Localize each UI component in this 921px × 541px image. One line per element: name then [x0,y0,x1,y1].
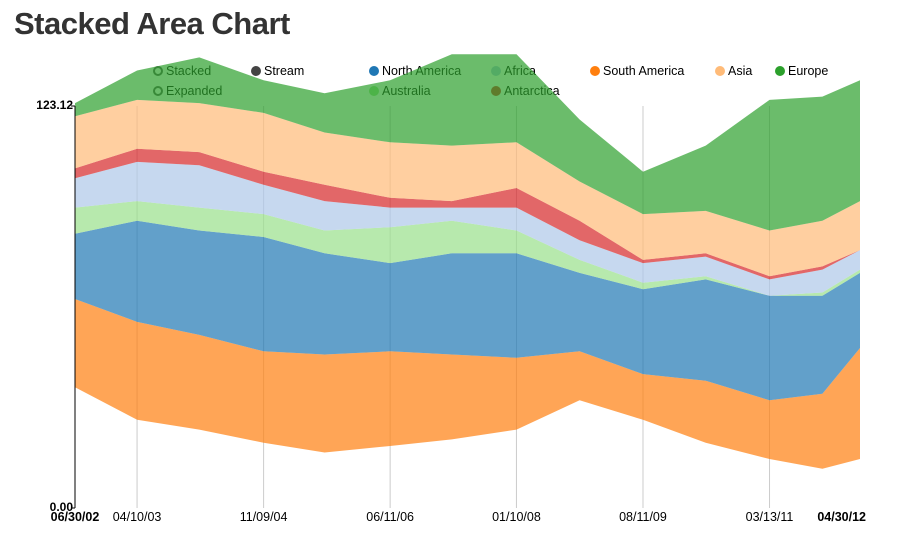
area-antarctica [75,148,860,280]
area-australia [75,201,860,296]
mode-label: Stream [264,64,305,78]
x-axis-label: 08/11/09 [619,510,667,524]
chart-title: Stacked Area Chart [14,6,290,41]
x-axis-label: 03/13/11 [746,510,794,524]
x-axis-label: 04/30/12 [817,510,866,524]
x-axis-label: 11/09/04 [240,510,288,524]
legend-item-south-america[interactable]: South America [590,64,684,78]
legend-item-europe[interactable]: Europe [775,64,828,78]
x-axis-label: 06/11/06 [366,510,414,524]
radio-selected-icon [251,66,261,76]
y-axis-label: 0.00 [50,500,74,514]
area-south-america [75,299,860,469]
mode-stream[interactable]: Stream [251,64,304,78]
x-axis-label: 04/10/03 [113,510,162,524]
x-axis-label: 06/30/02 [51,510,100,524]
legend-item-asia[interactable]: Asia [715,64,752,78]
legend-swatch-icon [775,66,785,76]
area-africa [75,161,860,296]
y-axis-label: 123.12 [36,98,73,112]
area-europe [75,54,860,231]
area-north-america [75,220,860,401]
legend-label: Europe [788,64,829,78]
legend-swatch-icon [590,66,600,76]
legend-label: South America [603,64,685,78]
x-axis-label: 01/10/08 [492,510,541,524]
legend-swatch-icon [369,66,379,76]
area-asia [75,99,860,277]
legend-label: Asia [728,64,753,78]
legend-swatch-icon [715,66,725,76]
